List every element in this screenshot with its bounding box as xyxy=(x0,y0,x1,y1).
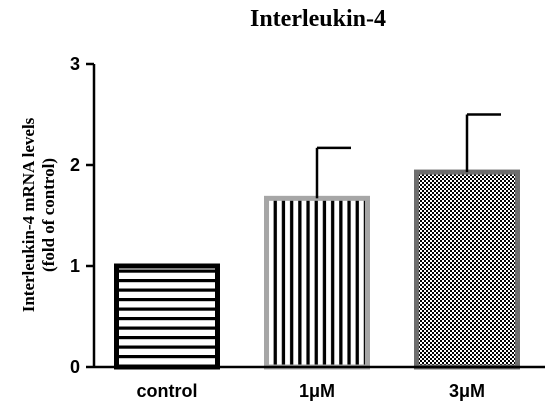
x-tick-label: control xyxy=(137,381,198,401)
x-axis-ticks: control 1μM 3μM xyxy=(137,381,486,401)
y-tick-label: 0 xyxy=(70,357,80,377)
x-tick-label: 1μM xyxy=(299,381,335,401)
bar-2 xyxy=(414,169,520,370)
y-tick-label: 3 xyxy=(70,54,80,74)
y-axis-label-line-2: (fold of control) xyxy=(39,158,58,272)
y-axis-label: Interleukin-4 mRNA levels (fold of contr… xyxy=(19,117,58,312)
bar-0 xyxy=(114,263,220,370)
chart-title: Interleukin-4 xyxy=(250,6,386,32)
y-axis-ticks: 0 1 2 3 xyxy=(70,54,94,377)
x-tick-label: 3μM xyxy=(449,381,485,401)
y-tick-label: 1 xyxy=(70,256,80,276)
y-axis-label-line-1: Interleukin-4 mRNA levels xyxy=(19,117,38,312)
bars xyxy=(114,169,520,370)
bar-1 xyxy=(264,195,370,370)
y-tick-label: 2 xyxy=(70,155,80,175)
error-bars xyxy=(315,113,501,199)
